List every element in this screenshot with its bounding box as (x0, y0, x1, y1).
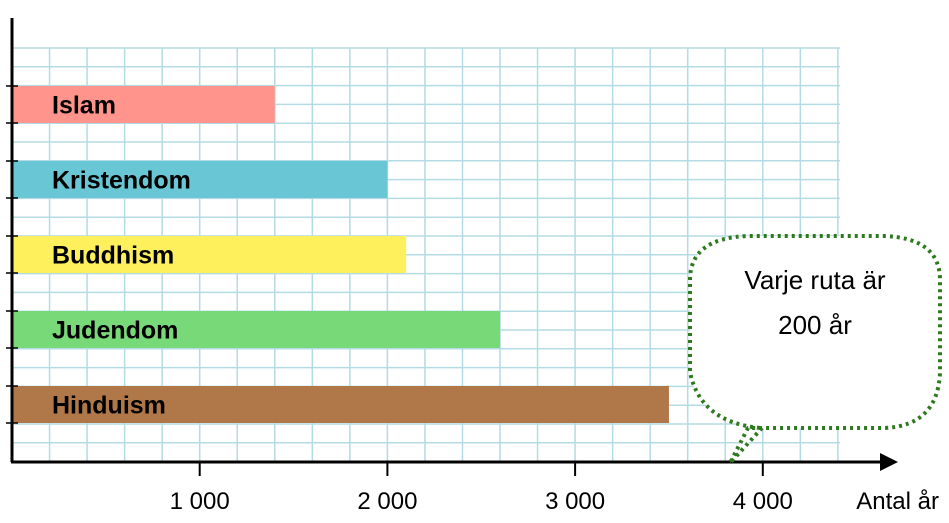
bar-hinduism (12, 386, 669, 423)
x-tick-label: 1 000 (170, 488, 230, 515)
bar-label-hinduism: Hinduism (52, 392, 166, 420)
bar-islam (12, 86, 275, 123)
bars: Islam Kristendom Buddhism Judendom Hinduism (12, 86, 669, 423)
bar-buddhism (12, 236, 407, 273)
axes (6, 18, 898, 471)
bar-judendom (12, 311, 501, 348)
callout-line-1: Varje ruta är (744, 265, 885, 295)
x-tick-label: 4 000 (733, 488, 793, 515)
bar-label-islam: Islam (52, 92, 116, 120)
x-tick-label: 3 000 (545, 488, 605, 515)
bar-label-buddhism: Buddhism (52, 242, 174, 270)
x-ticks: 1 000 2 000 3 000 4 000 (170, 462, 793, 515)
callout: Varje ruta är 200 år (688, 234, 942, 465)
x-tick-label: 2 000 (357, 488, 417, 515)
callout-bubble (688, 234, 942, 465)
bar-label-judendom: Judendom (52, 317, 178, 345)
x-axis-arrowhead (880, 453, 898, 471)
bar-label-kristendom: Kristendom (52, 167, 191, 195)
bar-kristendom (12, 161, 388, 198)
callout-line-2: 200 år (778, 310, 852, 340)
x-axis-label: Antal år (856, 488, 939, 515)
